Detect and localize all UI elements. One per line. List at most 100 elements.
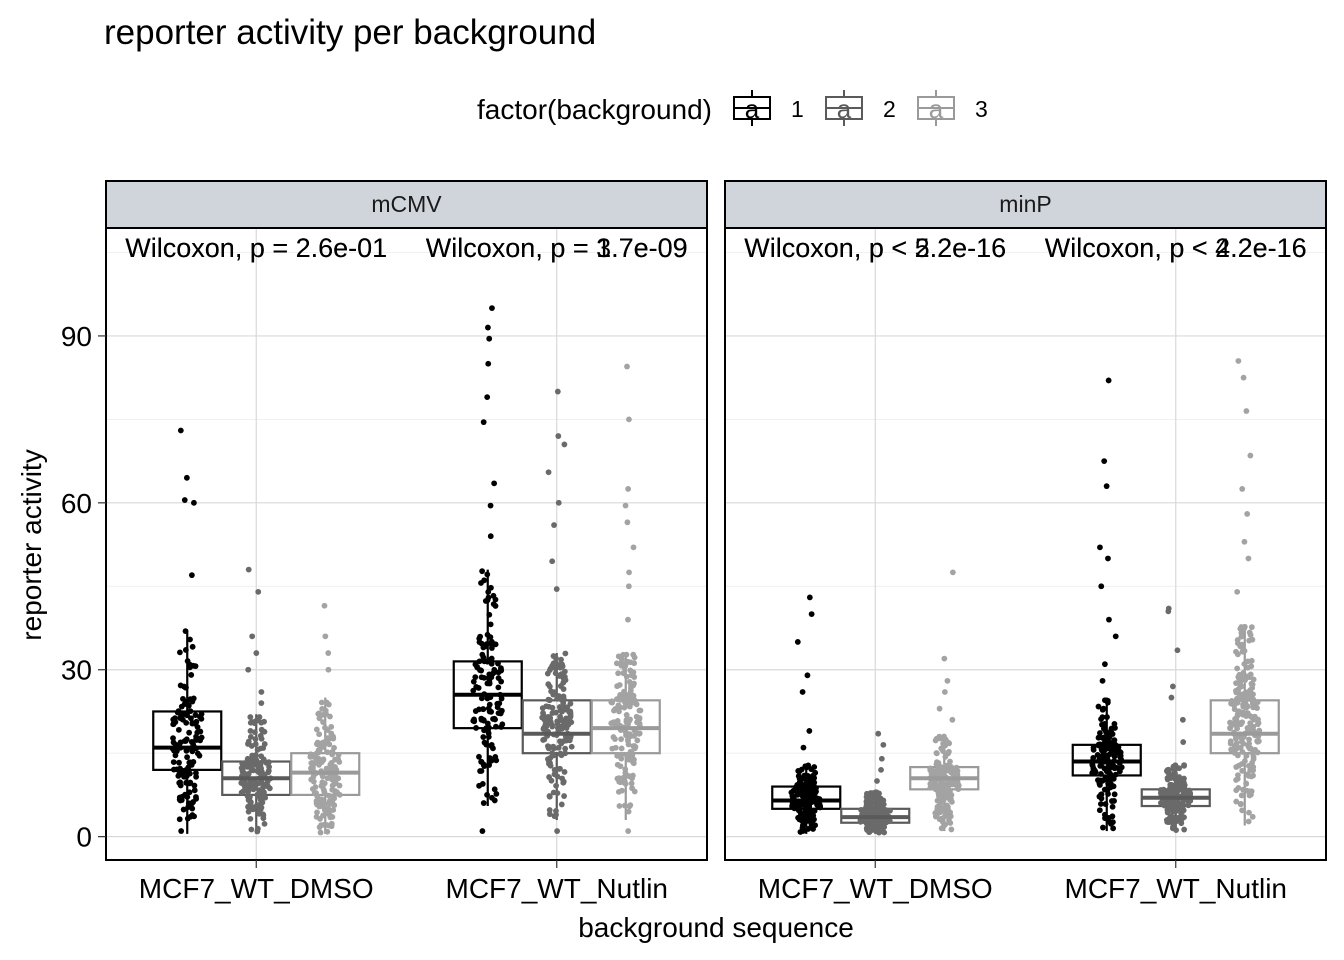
data-point: [881, 824, 887, 830]
data-point: [799, 689, 806, 695]
data-point: [245, 666, 252, 673]
data-point: [320, 821, 327, 828]
data-point: [942, 753, 949, 760]
data-point: [796, 779, 803, 785]
data-point: [179, 716, 186, 723]
data-point: [1105, 377, 1112, 384]
data-point: [320, 757, 327, 763]
data-point: [551, 766, 558, 773]
annotation-text: Wilcoxon, p = 2.6e-01: [125, 233, 387, 263]
data-point: [1233, 798, 1240, 805]
data-point: [176, 759, 182, 766]
data-point: [1099, 677, 1106, 684]
data-point: [332, 774, 339, 781]
data-point: [258, 765, 265, 772]
data-point: [1168, 694, 1175, 701]
data-point: [1096, 793, 1103, 800]
data-point: [623, 651, 630, 658]
data-point: [629, 785, 635, 792]
data-point: [618, 745, 625, 752]
data-point: [1109, 798, 1115, 804]
data-point: [799, 825, 806, 831]
data-point: [182, 773, 189, 780]
data-point: [630, 743, 637, 750]
data-point: [325, 806, 332, 813]
data-point: [327, 814, 334, 821]
data-point: [478, 716, 485, 723]
data-point: [622, 729, 629, 736]
data-point: [1240, 374, 1247, 381]
data-point: [1110, 775, 1117, 782]
data-point: [1108, 728, 1114, 735]
data-point: [253, 650, 260, 656]
data-point: [182, 628, 189, 635]
data-point: [878, 766, 884, 773]
data-point: [560, 686, 567, 692]
data-point: [1245, 555, 1252, 562]
data-point: [184, 658, 191, 664]
data-point: [1174, 788, 1181, 795]
data-point: [255, 588, 262, 595]
data-point: [949, 569, 956, 576]
data-point: [1252, 746, 1259, 753]
data-point: [183, 474, 190, 481]
data-point: [470, 678, 477, 685]
data-point: [1243, 780, 1250, 787]
data-point: [322, 633, 329, 640]
data-point: [253, 757, 260, 764]
data-point: [949, 716, 956, 723]
data-point: [615, 788, 622, 795]
data-point: [941, 689, 948, 695]
annotation-text: Wilcoxon, p < 2.2e-16: [744, 233, 1006, 263]
data-point: [189, 805, 196, 812]
data-point: [1239, 807, 1246, 814]
data-point: [560, 699, 567, 706]
data-point: [1116, 748, 1123, 755]
data-point: [1167, 781, 1174, 788]
data-point: [1107, 771, 1114, 778]
data-point: [1250, 691, 1256, 698]
data-point: [933, 750, 940, 757]
data-point: [804, 772, 811, 779]
data-point: [806, 594, 813, 601]
data-point: [874, 778, 880, 784]
data-point: [184, 815, 191, 822]
data-point: [484, 394, 491, 401]
data-point: [629, 775, 635, 782]
data-point: [613, 660, 620, 667]
chart-title: reporter activity per background: [104, 13, 596, 52]
data-point: [1254, 721, 1261, 728]
data-point: [498, 666, 504, 673]
data-point: [177, 427, 184, 434]
data-point: [196, 752, 203, 759]
box-group-MCF7_WT_Nutlin-bg2: [1140, 605, 1211, 833]
annotation-text: Wilcoxon, p = 2.6e-01: [125, 233, 387, 263]
legend-key-glyph: a: [745, 94, 760, 124]
data-point: [1098, 771, 1104, 777]
data-point: [192, 712, 199, 719]
data-point: [257, 732, 264, 739]
data-point: [950, 779, 957, 786]
data-point: [623, 660, 629, 667]
data-point: [612, 744, 619, 751]
data-point: [485, 594, 492, 601]
data-point: [790, 787, 797, 794]
data-point: [1172, 762, 1179, 769]
data-point: [1096, 807, 1103, 814]
data-point: [1110, 825, 1117, 832]
data-point: [630, 544, 637, 551]
data-point: [495, 660, 501, 667]
data-point: [878, 755, 885, 762]
data-point: [320, 719, 326, 726]
data-point: [329, 786, 336, 793]
data-point: [1102, 801, 1109, 807]
data-point: [325, 666, 332, 673]
data-point: [617, 692, 624, 698]
data-point: [555, 744, 562, 751]
data-point: [1239, 486, 1246, 492]
data-point: [170, 721, 177, 728]
data-point: [1250, 753, 1257, 760]
data-point: [1159, 788, 1166, 795]
